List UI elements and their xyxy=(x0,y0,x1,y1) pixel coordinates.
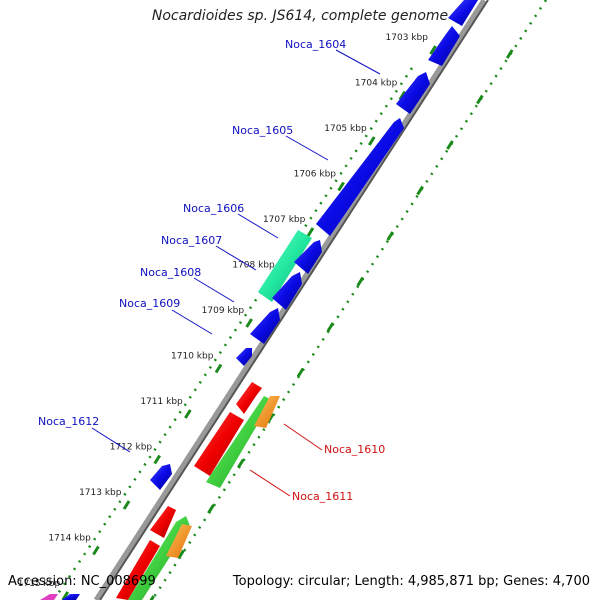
tick-mark xyxy=(505,49,514,59)
tick-mark xyxy=(214,363,223,374)
tick-label: 1715 kbp xyxy=(18,579,61,589)
gene-feature[interactable] xyxy=(448,0,478,26)
tick-label: 1712 kbp xyxy=(110,443,153,453)
gene-label-noca-1605[interactable]: Noca_1605 xyxy=(232,124,293,137)
tick-mark xyxy=(386,231,394,241)
tick-mark xyxy=(476,94,484,105)
accession-text: Accession: NC_008699 xyxy=(8,574,156,589)
reverse-strand-features xyxy=(116,382,280,600)
gene-label-noca-1606[interactable]: Noca_1606 xyxy=(183,202,244,215)
tick-mark xyxy=(207,504,215,514)
gene-feature[interactable] xyxy=(206,396,272,488)
gene-feature[interactable] xyxy=(254,396,280,428)
gene-feature[interactable] xyxy=(62,594,80,600)
tick-mark xyxy=(429,45,437,55)
gene-feature[interactable] xyxy=(236,348,252,366)
gene-feature[interactable] xyxy=(40,594,58,600)
genome-backbone-shadow xyxy=(99,0,489,600)
gene-feature-rna[interactable] xyxy=(258,230,312,302)
tick-mark xyxy=(184,409,192,419)
gene-feature[interactable] xyxy=(150,506,176,538)
tick-label: 1713 kbp xyxy=(79,488,122,498)
tick-mark xyxy=(367,136,376,146)
tick-label: 1714 kbp xyxy=(48,534,91,544)
tick-labels: 1703 kbp 1704 kbp 1705 kbp 1706 kbp 1707 kbp… xyxy=(18,33,428,589)
tick-mark xyxy=(245,318,253,328)
tick-label: 1711 kbp xyxy=(140,397,183,407)
tick-mark xyxy=(326,322,335,332)
gene-feature[interactable] xyxy=(150,464,172,490)
gene-feature[interactable] xyxy=(236,382,262,414)
gene-label-noca-1607[interactable]: Noca_1607 xyxy=(161,234,222,247)
gene-feature[interactable] xyxy=(128,516,190,600)
tick-mark xyxy=(122,500,131,510)
tick-label: 1709 kbp xyxy=(202,306,245,316)
tick-mark xyxy=(356,276,365,287)
tick-label: 1705 kbp xyxy=(324,124,367,134)
map-title: Nocardioides sp. JS614, complete genome xyxy=(151,8,449,24)
tick-mark xyxy=(416,185,424,196)
tick-label: 1707 kbp xyxy=(263,215,306,225)
tick-label: 1708 kbp xyxy=(232,261,275,271)
outer-tick-track xyxy=(53,67,414,599)
tick-mark xyxy=(61,591,70,600)
gene-feature[interactable] xyxy=(316,118,404,236)
genome-summary-text: Topology: circular; Length: 4,985,871 bp… xyxy=(232,574,590,589)
tick-mark xyxy=(92,545,100,556)
gene-label-noca-1604[interactable]: Noca_1604 xyxy=(285,38,346,51)
gene-feature[interactable] xyxy=(396,72,430,114)
tick-label: 1703 kbp xyxy=(386,33,429,43)
gene-feature[interactable] xyxy=(272,272,302,310)
tick-mark xyxy=(177,549,185,560)
gene-labels: Noca_1604 Noca_1605 Noca_1606 Noca_1607 … xyxy=(38,38,385,503)
gene-label-noca-1609[interactable]: Noca_1609 xyxy=(119,297,180,310)
tick-mark xyxy=(446,140,454,150)
gene-feature[interactable] xyxy=(194,412,244,476)
tick-label: 1706 kbp xyxy=(294,170,337,180)
forward-strand-features xyxy=(40,0,478,600)
tick-label: 1704 kbp xyxy=(355,79,398,89)
label-leaders xyxy=(91,49,381,497)
gene-label-noca-1610[interactable]: Noca_1610 xyxy=(324,443,385,456)
gene-feature[interactable] xyxy=(116,540,160,600)
gene-feature[interactable] xyxy=(166,524,192,558)
gene-feature[interactable] xyxy=(294,240,322,274)
tick-mark xyxy=(306,227,315,237)
tick-mark xyxy=(149,595,155,600)
tick-mark xyxy=(296,367,305,378)
tick-mark xyxy=(237,458,245,469)
gene-label-noca-1608[interactable]: Noca_1608 xyxy=(140,266,201,279)
tick-mark xyxy=(337,181,345,192)
tick-mark xyxy=(153,454,161,465)
gene-feature[interactable] xyxy=(250,308,280,344)
gene-label-noca-1611[interactable]: Noca_1611 xyxy=(292,490,353,503)
gene-label-noca-1612[interactable]: Noca_1612 xyxy=(38,415,99,428)
gene-feature[interactable] xyxy=(428,26,460,66)
tick-label: 1710 kbp xyxy=(171,352,214,362)
